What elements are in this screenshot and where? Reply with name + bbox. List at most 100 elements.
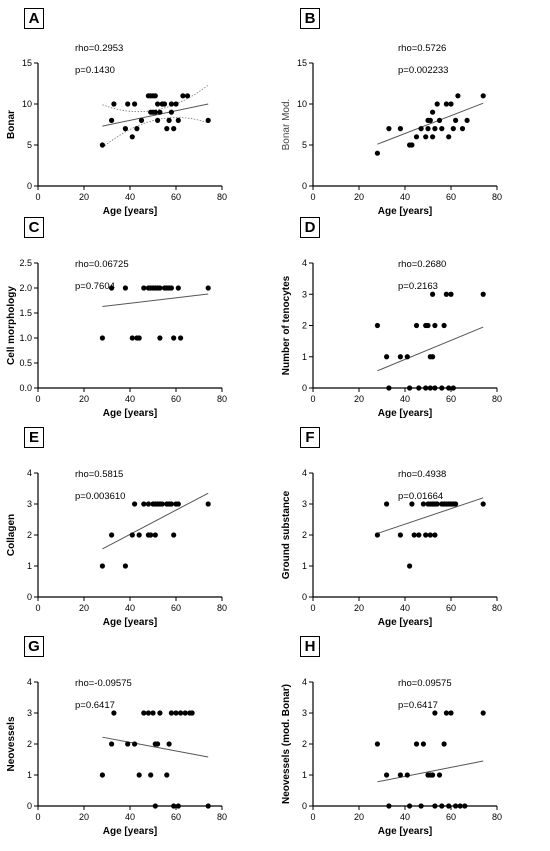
data-point xyxy=(416,385,422,391)
data-point xyxy=(404,772,410,778)
data-point xyxy=(129,335,135,341)
panel-label-g: G xyxy=(24,636,44,657)
x-tick-label: 0 xyxy=(35,192,40,202)
data-point xyxy=(404,354,410,360)
data-point xyxy=(464,117,470,123)
x-tick-label: 40 xyxy=(400,394,410,404)
y-tick-label: 4 xyxy=(302,677,307,687)
data-point xyxy=(480,291,486,297)
data-point xyxy=(180,93,186,99)
data-point xyxy=(152,532,158,538)
x-tick-label: 60 xyxy=(446,603,456,613)
x-tick-label: 20 xyxy=(79,192,89,202)
data-point xyxy=(166,741,172,747)
data-point xyxy=(443,291,449,297)
data-point xyxy=(423,134,429,140)
data-point xyxy=(409,142,415,148)
y-tick-label: 15 xyxy=(22,58,32,68)
x-tick-label: 20 xyxy=(79,394,89,404)
x-axis-title: Age [years] xyxy=(378,826,432,837)
rho-annotation: rho=-0.09575 xyxy=(75,678,132,689)
y-tick-label: 4 xyxy=(27,468,32,478)
confidence-band-upper xyxy=(102,84,209,113)
data-point xyxy=(480,710,486,716)
data-point xyxy=(132,101,138,107)
x-tick-label: 80 xyxy=(217,603,227,613)
data-point xyxy=(164,772,170,778)
data-point xyxy=(155,101,161,107)
data-point xyxy=(430,354,436,360)
y-tick-label: 0 xyxy=(27,181,32,191)
x-tick-label: 20 xyxy=(354,603,364,613)
data-point xyxy=(134,126,140,132)
data-point xyxy=(205,803,211,809)
data-point xyxy=(397,772,403,778)
data-point xyxy=(427,532,433,538)
data-point xyxy=(168,101,174,107)
panel-a: 0 20 40 60 80 0 5 10 15 Age [years] Bonar rho=0.295… xyxy=(6,43,227,217)
y-tick-label: 1 xyxy=(27,561,32,571)
data-point xyxy=(150,710,156,716)
data-point xyxy=(99,772,105,778)
x-tick-label: 0 xyxy=(310,812,315,822)
data-point xyxy=(457,803,463,809)
x-tick-label: 40 xyxy=(400,812,410,822)
y-tick-label: 0 xyxy=(27,592,32,602)
p-value-annotation: p=0.2163 xyxy=(398,281,438,292)
data-point xyxy=(136,532,142,538)
data-point xyxy=(432,126,438,132)
data-point xyxy=(122,563,128,569)
data-point xyxy=(141,501,147,507)
p-value-annotation: p=0.1430 xyxy=(75,65,115,76)
p-value-annotation: p=0.01664 xyxy=(398,491,443,502)
data-point xyxy=(430,109,436,115)
y-tick-label: 1 xyxy=(302,352,307,362)
y-axis-title: Neovessels xyxy=(6,716,17,771)
data-point xyxy=(480,93,486,99)
data-point xyxy=(171,126,177,132)
regression-line xyxy=(377,497,484,534)
data-point xyxy=(423,532,429,538)
data-point xyxy=(453,803,459,809)
panel-label-f: F xyxy=(300,427,320,448)
data-point xyxy=(145,710,151,716)
data-point xyxy=(132,501,138,507)
data-point xyxy=(427,117,433,123)
data-point xyxy=(173,101,179,107)
data-point xyxy=(432,385,438,391)
data-point xyxy=(386,385,392,391)
x-tick-label: 0 xyxy=(310,394,315,404)
panel-g: 0 20 40 60 80 0 1 2 3 4 Age [years] Neovessels rho=-… xyxy=(6,677,227,837)
x-tick-label: 20 xyxy=(79,812,89,822)
data-point xyxy=(152,109,158,115)
data-point xyxy=(384,772,390,778)
y-axis-title: Cell morphology xyxy=(6,286,17,365)
x-axis-title: Age [years] xyxy=(378,206,432,217)
x-tick-label: 40 xyxy=(400,603,410,613)
data-point xyxy=(111,101,117,107)
x-axis-title: Age [years] xyxy=(103,617,157,628)
data-point xyxy=(374,322,380,329)
x-tick-label: 80 xyxy=(492,192,502,202)
panel-label-c: C xyxy=(24,217,44,238)
x-tick-label: 40 xyxy=(125,603,135,613)
data-point xyxy=(416,532,422,538)
data-point xyxy=(138,117,145,123)
x-tick-label: 80 xyxy=(492,603,502,613)
x-axis-title: Age [years] xyxy=(378,617,432,628)
data-point xyxy=(141,285,147,291)
y-tick-label: 0.0 xyxy=(19,383,32,393)
y-tick-label: 0 xyxy=(302,592,307,602)
rho-annotation: rho=0.09575 xyxy=(398,678,452,689)
data-point xyxy=(173,710,179,716)
data-point xyxy=(129,134,135,140)
data-point xyxy=(109,532,115,538)
rho-annotation: rho=0.06725 xyxy=(75,259,129,270)
y-tick-label: 3 xyxy=(302,289,307,299)
data-point xyxy=(99,335,105,341)
data-point xyxy=(462,803,468,809)
x-tick-label: 40 xyxy=(125,192,135,202)
y-tick-label: 3 xyxy=(27,499,32,509)
y-tick-label: 4 xyxy=(27,677,32,687)
